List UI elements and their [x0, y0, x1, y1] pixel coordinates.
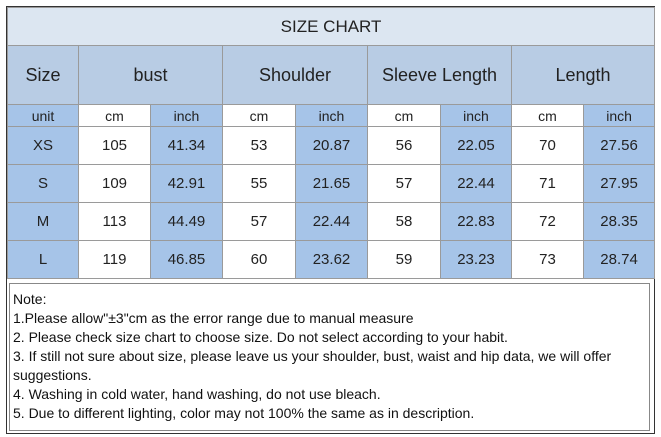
measure-cell: 58	[367, 202, 441, 241]
unit-cell: inch	[150, 104, 223, 127]
notes-title: Note:	[13, 291, 47, 307]
size-chart: SIZE CHART Size bust Shoulder Sleeve Length L…	[6, 6, 656, 434]
data-row: S 109 42.91 55 21.65 57 22.44 71 27.95	[7, 164, 656, 203]
note-line: 2. Please check size chart to choose siz…	[13, 329, 508, 345]
measure-cell: 44.49	[150, 202, 223, 241]
measure-cell: 23.62	[295, 240, 368, 279]
note-line: 1.Please allow"±3"cm as the error range …	[13, 310, 414, 326]
measure-cell: 70	[511, 126, 584, 165]
title-row: SIZE CHART	[6, 7, 656, 46]
measure-cell: 46.85	[150, 240, 223, 279]
measure-cell: 42.91	[150, 164, 223, 203]
data-row: M 113 44.49 57 22.44 58 22.83 72 28.35	[7, 202, 656, 241]
column-header: bust	[78, 45, 223, 105]
measure-cell: 22.44	[440, 164, 512, 203]
size-cell: XS	[7, 126, 79, 165]
measure-cell: 28.35	[582, 202, 656, 241]
data-row: L 119 46.85 60 23.62 59 23.23 73 28.74	[7, 240, 656, 279]
note-line: 3. If still not sure about size, please …	[13, 348, 612, 383]
unit-row: unit cm inch cm inch cm inch cm inch	[7, 104, 656, 127]
measure-cell: 57	[367, 164, 441, 203]
unit-cell: cm	[511, 104, 584, 127]
measure-cell: 72	[511, 202, 584, 241]
measure-cell: 20.87	[295, 126, 368, 165]
measure-cell: 105	[78, 126, 151, 165]
measure-cell: 21.65	[295, 164, 368, 203]
measure-cell: 27.95	[582, 164, 656, 203]
size-cell: M	[7, 202, 79, 241]
header-row: Size bust Shoulder Sleeve Length Length	[7, 45, 656, 105]
notes: Note: 1.Please allow"±3"cm as the error …	[9, 283, 650, 431]
measure-cell: 27.56	[582, 126, 656, 165]
unit-cell: unit	[7, 104, 79, 127]
measure-cell: 57	[222, 202, 296, 241]
measure-cell: 22.05	[440, 126, 512, 165]
measure-cell: 73	[511, 240, 584, 279]
unit-cell: cm	[367, 104, 441, 127]
unit-cell: inch	[440, 104, 512, 127]
measure-cell: 56	[367, 126, 441, 165]
measure-cell: 28.74	[582, 240, 656, 279]
measure-cell: 59	[367, 240, 441, 279]
measure-cell: 53	[222, 126, 296, 165]
column-header: Shoulder	[222, 45, 368, 105]
measure-cell: 55	[222, 164, 296, 203]
note-line: 4. Washing in cold water, hand washing, …	[13, 386, 381, 402]
size-cell: L	[7, 240, 79, 279]
data-row: XS 105 41.34 53 20.87 56 22.05 70 27.56	[7, 126, 656, 165]
unit-cell: inch	[295, 104, 368, 127]
unit-cell: cm	[222, 104, 296, 127]
table-title: SIZE CHART	[6, 7, 656, 46]
column-header: Size	[7, 45, 79, 105]
note-line: 5. Due to different lighting, color may …	[13, 405, 475, 421]
measure-cell: 113	[78, 202, 151, 241]
size-cell: S	[7, 164, 79, 203]
column-header: Length	[510, 45, 656, 105]
size-table: SIZE CHART Size bust Shoulder Sleeve Length L…	[6, 7, 656, 279]
measure-cell: 22.44	[295, 202, 368, 241]
measure-cell: 22.83	[440, 202, 512, 241]
unit-cell: cm	[78, 104, 151, 127]
measure-cell: 23.23	[440, 240, 512, 279]
measure-cell: 71	[511, 164, 584, 203]
measure-cell: 60	[222, 240, 296, 279]
unit-cell: inch	[582, 104, 656, 127]
measure-cell: 41.34	[150, 126, 223, 165]
measure-cell: 109	[78, 164, 151, 203]
column-header: Sleeve Length	[367, 45, 512, 105]
measure-cell: 119	[78, 240, 151, 279]
